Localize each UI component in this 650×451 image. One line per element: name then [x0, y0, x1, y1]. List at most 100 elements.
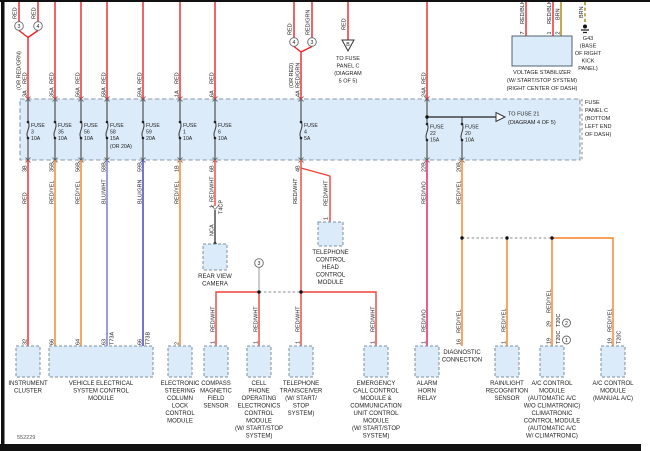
svg-text:3: 3: [311, 40, 314, 46]
option-circle: [14, 21, 24, 31]
svg-text:1: 1: [422, 341, 428, 344]
svg-text:FUSE: FUSE: [183, 123, 197, 129]
svg-text:CONTROL MODULE: CONTROL MODULE: [524, 419, 580, 425]
svg-text:63: 63: [102, 339, 108, 345]
svg-text:56A: 56A: [76, 87, 82, 97]
svg-text:1: 1: [183, 130, 186, 136]
svg-text:PHONE: PHONE: [248, 389, 269, 395]
cell-phone-module-box: [246, 345, 272, 378]
svg-text:RAIN/LIGHT: RAIN/LIGHT: [490, 381, 524, 387]
svg-text:RED: RED: [342, 18, 348, 30]
svg-text:PANEL C: PANEL C: [337, 64, 360, 70]
svg-text:59A: 59A: [138, 87, 144, 97]
svg-text:1: 1: [547, 31, 553, 34]
wire-4b-distribution: [215, 291, 377, 346]
svg-text:RED/YEL: RED/YEL: [457, 309, 463, 333]
svg-text:CONTROL: CONTROL: [316, 258, 346, 264]
svg-text:(BOTTOM: (BOTTOM: [585, 116, 611, 122]
svg-text:19: 19: [608, 338, 614, 344]
svg-text:20A: 20A: [146, 136, 156, 142]
bottom-border: [0, 444, 641, 451]
svg-text:RED/VIO: RED/VIO: [422, 181, 428, 204]
svg-text:T73A: T73A: [110, 332, 116, 345]
option-circle: [562, 335, 571, 345]
svg-text:FUSE: FUSE: [58, 123, 72, 129]
svg-text:58B: 58B: [102, 162, 108, 172]
svg-text:BLU/GRN: BLU/GRN: [138, 180, 144, 204]
svg-text:6A: 6A: [210, 90, 216, 97]
svg-text:2: 2: [175, 342, 181, 345]
svg-text:(W/ START/: (W/ START/: [285, 396, 317, 402]
bottom-wires: 3B RED 32 35B RED/YEL 66 56B RED/YEL 64 …: [23, 160, 623, 346]
svg-text:RED/YEL: RED/YEL: [175, 180, 181, 204]
svg-text:FUSE: FUSE: [146, 123, 160, 129]
svg-text:SYSTEM): SYSTEM): [246, 434, 273, 440]
svg-text:EMERGENCY: EMERGENCY: [357, 381, 396, 387]
down-arrow: [341, 39, 355, 53]
vehicle-electrical-system-control-module-box: [48, 345, 154, 378]
svg-text:10A: 10A: [84, 136, 94, 142]
svg-text:35B: 35B: [50, 162, 56, 172]
svg-text:RED/YEL: RED/YEL: [50, 180, 56, 204]
to-fuse21-text: TO FUSE 21: [508, 112, 539, 118]
svg-text:UNIT CONTROL: UNIT CONTROL: [354, 411, 400, 417]
diagnostic-connection-label: DIAGNOSTIC: [443, 350, 481, 356]
svg-text:W/ CLIMATRONIC): W/ CLIMATRONIC): [526, 434, 578, 440]
svg-text:STEERING: STEERING: [165, 389, 196, 395]
svg-text:OF RIGHT: OF RIGHT: [575, 51, 602, 57]
fuse-panel-name: FUSE: [585, 100, 600, 106]
svg-text:2: 2: [556, 31, 562, 34]
svg-text:W/O CLIMATRONIC): W/O CLIMATRONIC): [524, 404, 581, 410]
svg-text:1: 1: [502, 341, 508, 344]
svg-text:G43: G43: [583, 36, 593, 42]
svg-text:COMPASS: COMPASS: [201, 381, 231, 387]
svg-text:3: 3: [18, 24, 21, 30]
svg-text:1A: 1A: [175, 90, 181, 97]
svg-text:RED/WHT: RED/WHT: [254, 306, 260, 332]
svg-text:15A: 15A: [110, 136, 120, 142]
svg-text:RED: RED: [76, 72, 82, 84]
svg-text:RED: RED: [210, 72, 216, 84]
svg-text:22: 22: [430, 131, 436, 137]
svg-text:T20C: T20C: [556, 314, 562, 327]
svg-text:29: 29: [547, 321, 553, 327]
svg-text:1: 1: [324, 217, 330, 220]
svg-text:MAGNETIC: MAGNETIC: [200, 389, 232, 395]
svg-text:RED: RED: [138, 72, 144, 84]
wire-4b: [300, 160, 331, 292]
wire-20b: [461, 160, 614, 346]
svg-text:20: 20: [465, 131, 471, 137]
svg-text:(W/ START/STOP: (W/ START/STOP: [235, 426, 283, 432]
svg-text:FUSE: FUSE: [84, 123, 98, 129]
top-border: [0, 0, 650, 2]
junction: [299, 290, 303, 294]
svg-text:22B: 22B: [422, 162, 428, 172]
fuse-panel-box: [19, 98, 581, 161]
svg-text:A/C CONTROL: A/C CONTROL: [592, 381, 634, 387]
svg-text:RED/YEL: RED/YEL: [608, 308, 614, 332]
svg-text:STOP: STOP: [293, 404, 309, 410]
svg-text:TELEPHONE: TELEPHONE: [312, 250, 348, 256]
svg-text:3B: 3B: [23, 165, 29, 172]
junction: [460, 236, 464, 240]
svg-text:RED/YEL: RED/YEL: [502, 308, 508, 332]
svg-text:66: 66: [50, 339, 56, 345]
svg-text:TELEPHONE: TELEPHONE: [283, 381, 319, 387]
svg-text:RED/YEL: RED/YEL: [76, 180, 82, 204]
svg-text:SYSTEM): SYSTEM): [288, 411, 315, 417]
svg-text:(BASE: (BASE: [580, 44, 597, 50]
svg-text:VEHICLE ELECTRICAL: VEHICLE ELECTRICAL: [69, 381, 134, 387]
svg-text:35: 35: [58, 130, 64, 136]
compass-sensor-box: [203, 345, 229, 378]
instrument-cluster-box: [15, 345, 41, 378]
svg-text:NCA: NCA: [210, 224, 216, 236]
svg-text:(DIAGRAM: (DIAGRAM: [334, 71, 362, 77]
svg-text:FUSE: FUSE: [430, 125, 444, 131]
svg-text:RED/WHT: RED/WHT: [211, 306, 217, 332]
svg-text:RED/WHT: RED/WHT: [296, 306, 302, 332]
svg-text:CONTROL: CONTROL: [165, 411, 195, 417]
svg-text:10A: 10A: [183, 136, 193, 142]
